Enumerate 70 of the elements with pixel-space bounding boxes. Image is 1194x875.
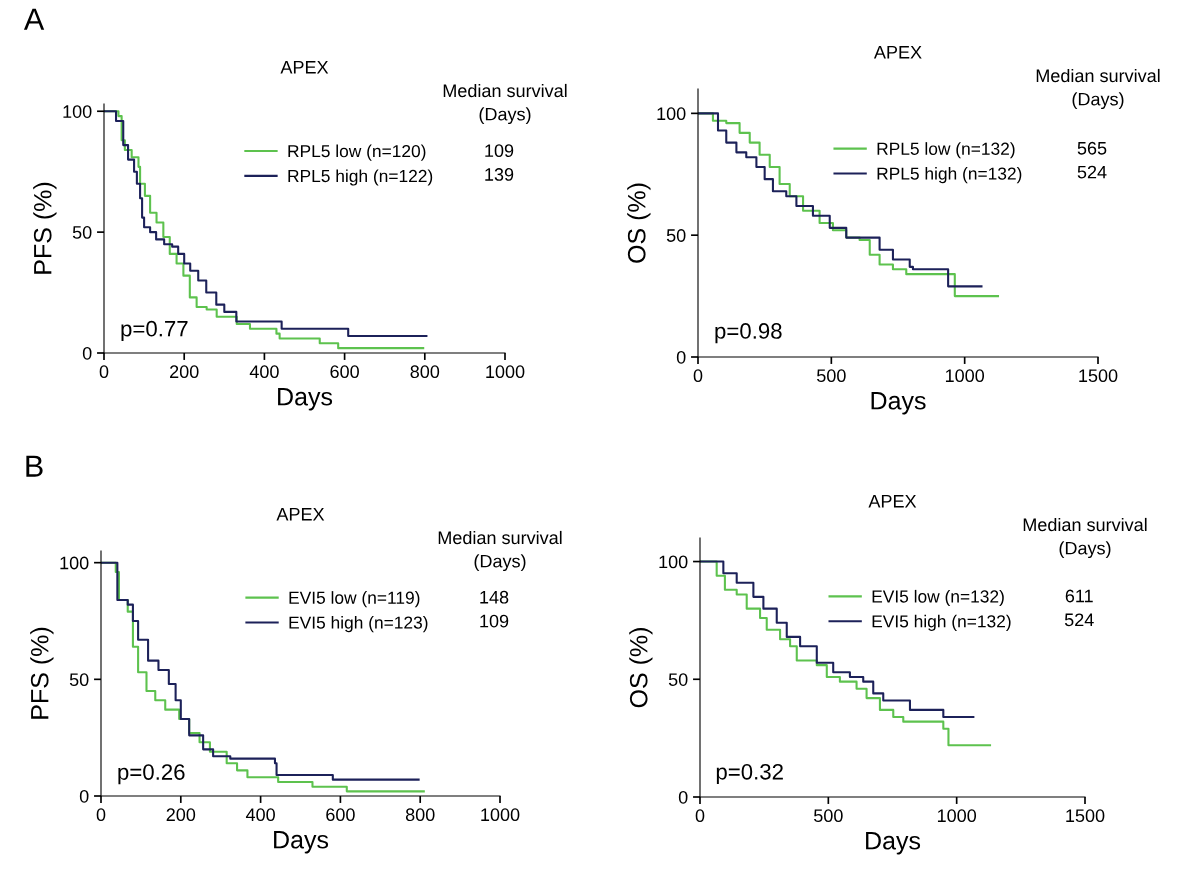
x-axis-title: Days xyxy=(871,392,926,415)
annotation: Median survival (Days) xyxy=(1036,68,1160,110)
x-tick-label: 0 xyxy=(693,369,703,383)
x-axis-title: Days xyxy=(866,832,921,855)
y-tick-label: 100 xyxy=(657,107,686,121)
x-tick-label: 1000 xyxy=(486,365,525,379)
y-axis-title: PFS (%) xyxy=(33,182,57,274)
x-tick-label: 1000 xyxy=(937,809,977,823)
x-tick-label: 200 xyxy=(170,365,199,379)
legend-label: EVI5 low (n=132) xyxy=(872,589,1004,607)
legend-label: EVI5 low (n=119) xyxy=(289,591,420,608)
x-tick-label: 800 xyxy=(410,365,440,379)
x-tick-label: 0 xyxy=(695,809,705,823)
y-tick-label: 0 xyxy=(82,346,92,360)
x-tick-label: 600 xyxy=(330,365,359,379)
y-tick-label: 50 xyxy=(666,229,686,242)
legend-label: RPL5 high (n=122) xyxy=(288,169,433,186)
y-tick-label: 50 xyxy=(69,673,89,687)
chart-title: APEX xyxy=(868,495,917,508)
annotation: 565 xyxy=(1077,141,1107,155)
y-axis-title: OS (%) xyxy=(627,183,651,263)
x-tick-label: 500 xyxy=(813,809,843,823)
legend-label: RPL5 high (n=132) xyxy=(877,167,1022,184)
x-tick-label: 800 xyxy=(405,808,435,822)
x-tick-label: 1000 xyxy=(481,808,520,822)
legend-label: EVI5 high (n=123) xyxy=(289,615,428,633)
x-tick-label: 1500 xyxy=(1079,369,1118,383)
x-tick-label: 200 xyxy=(166,808,196,822)
y-tick-label: 0 xyxy=(79,789,89,803)
annotation: p=0.98 xyxy=(715,323,782,344)
annotation: 109 xyxy=(485,144,514,158)
x-tick-label: 1500 xyxy=(1066,809,1105,823)
y-axis-title: OS (%) xyxy=(629,628,653,708)
legend-label: RPL5 low (n=132) xyxy=(877,142,1015,159)
y-tick-label: 0 xyxy=(676,350,686,364)
chart-title: APEX xyxy=(276,508,325,521)
annotation: Median survival (Days) xyxy=(1023,517,1147,559)
y-tick-label: 100 xyxy=(60,556,89,570)
annotation: 524 xyxy=(1064,613,1094,627)
x-tick-label: 1000 xyxy=(945,369,985,383)
x-tick-label: 600 xyxy=(326,808,355,822)
annotation: 139 xyxy=(485,168,514,181)
annotation: 611 xyxy=(1065,589,1093,603)
text: A xyxy=(23,8,45,30)
y-tick-label: 100 xyxy=(63,105,92,118)
legend-label: EVI5 high (n=132) xyxy=(872,614,1011,631)
annotation: p=0.32 xyxy=(716,763,783,785)
x-axis-title: Days xyxy=(278,388,333,411)
y-tick-label: 100 xyxy=(659,555,688,569)
y-tick-label: 50 xyxy=(668,673,688,686)
annotation: p=0.77 xyxy=(121,320,188,341)
text: B xyxy=(26,455,43,477)
x-tick-label: 0 xyxy=(96,808,106,822)
x-axis-title: Days xyxy=(274,831,329,854)
annotation: 524 xyxy=(1077,165,1107,179)
chart-title: APEX xyxy=(873,46,922,59)
x-tick-label: 0 xyxy=(99,365,109,379)
annotation: p=0.26 xyxy=(118,764,185,785)
y-tick-label: 50 xyxy=(72,226,92,239)
annotation: Median survival (Days) xyxy=(443,83,567,125)
x-tick-label: 400 xyxy=(249,365,279,379)
legend-label: RPL5 low (n=120) xyxy=(288,144,426,161)
chart-title: APEX xyxy=(280,61,329,74)
y-axis-title: PFS (%) xyxy=(30,627,54,719)
annotation: Median survival (Days) xyxy=(438,530,562,572)
annotation: 148 xyxy=(480,590,509,604)
x-tick-label: 500 xyxy=(816,369,846,383)
annotation: 109 xyxy=(480,614,509,628)
y-tick-label: 0 xyxy=(678,790,688,804)
x-tick-label: 400 xyxy=(245,808,275,822)
